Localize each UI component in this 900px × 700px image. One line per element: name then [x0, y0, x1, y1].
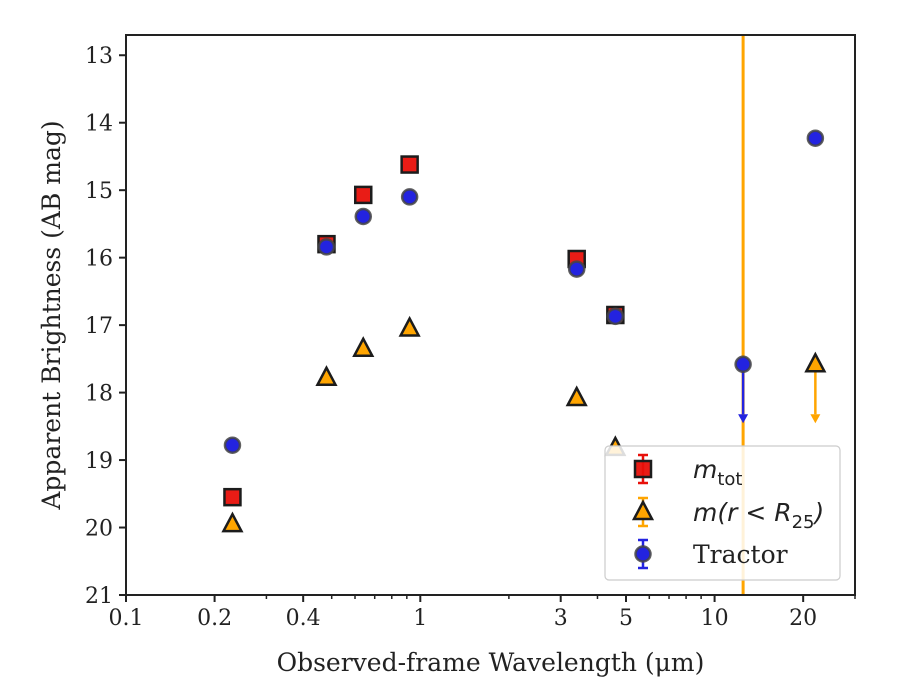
- legend: mtot m(r < R25) Tractor: [604, 445, 841, 581]
- data-point-square-0: [223, 487, 242, 507]
- axes-layer: 0.1 0.2 0.4 1 3 5 10 20131415161718192021Observ…: [37, 34, 856, 677]
- data-point-circle-7: [806, 129, 825, 147]
- legend-item-circle: Tractor: [634, 538, 788, 570]
- x-axis-title: Observed-frame Wavelength (μm): [277, 648, 705, 677]
- x-tick-label: 1: [413, 606, 427, 631]
- data-point-circle-0: [223, 436, 242, 454]
- data-point-triangle-1: [315, 365, 338, 386]
- data-point-triangle-6: [804, 351, 827, 373]
- series-circle: [223, 129, 825, 454]
- data-marks-layer: [221, 129, 827, 533]
- x-tick-label: 0.4: [286, 606, 321, 631]
- data-point-triangle-0: [221, 511, 244, 533]
- x-tick-label: 0.1: [109, 606, 144, 631]
- legend-label: Tractor: [693, 540, 788, 569]
- y-tick-label: 15: [85, 179, 113, 204]
- y-tick-label: 13: [85, 44, 113, 69]
- data-point-triangle-2: [352, 336, 375, 357]
- data-point-circle-5: [606, 307, 625, 326]
- legend-label: m(r < R25): [693, 498, 824, 533]
- legend-marker-triangle: [631, 499, 655, 521]
- y-tick-label: 18: [85, 382, 113, 407]
- y-tick-label: 16: [85, 247, 113, 272]
- x-tick-label: 20: [789, 606, 817, 631]
- plot-frame: [125, 34, 856, 596]
- y-tick-label: 19: [85, 449, 113, 474]
- data-point-triangle-4: [565, 385, 588, 407]
- x-tick-label: 3: [554, 606, 568, 631]
- upper-limit-arrow-triangle-6: [810, 364, 821, 424]
- legend-item-square: mtot: [633, 453, 743, 490]
- data-point-circle-6: [734, 355, 752, 374]
- data-point-circle-4: [567, 260, 586, 278]
- data-point-circle-3: [400, 188, 419, 206]
- data-point-circle-2: [354, 207, 373, 226]
- x-tick-label: 5: [619, 606, 633, 631]
- upper-limit-head: [810, 414, 821, 424]
- legend-label: mtot: [693, 455, 743, 490]
- legend-box: [604, 445, 841, 581]
- data-point-square-2: [354, 185, 373, 205]
- y-axis-title: Apparent Brightness (AB mag): [37, 120, 66, 510]
- data-point-square-3: [400, 155, 419, 174]
- y-tick-label: 21: [85, 584, 113, 609]
- x-tick-label: 10: [701, 606, 729, 631]
- series-square: [223, 155, 625, 507]
- upper-limit-arrow-circle-6: [738, 364, 749, 424]
- legend-marker-square: [633, 459, 653, 479]
- y-tick-label: 17: [85, 314, 113, 339]
- upper-limit-head: [738, 414, 749, 424]
- data-point-triangle-3: [398, 315, 421, 337]
- legend-marker-circle: [634, 545, 652, 563]
- x-tick-label: 0.2: [197, 606, 232, 631]
- y-tick-label: 14: [85, 112, 113, 137]
- y-tick-label: 20: [85, 517, 113, 542]
- legend-item-triangle: m(r < R25): [631, 496, 824, 533]
- data-point-circle-1: [317, 238, 336, 256]
